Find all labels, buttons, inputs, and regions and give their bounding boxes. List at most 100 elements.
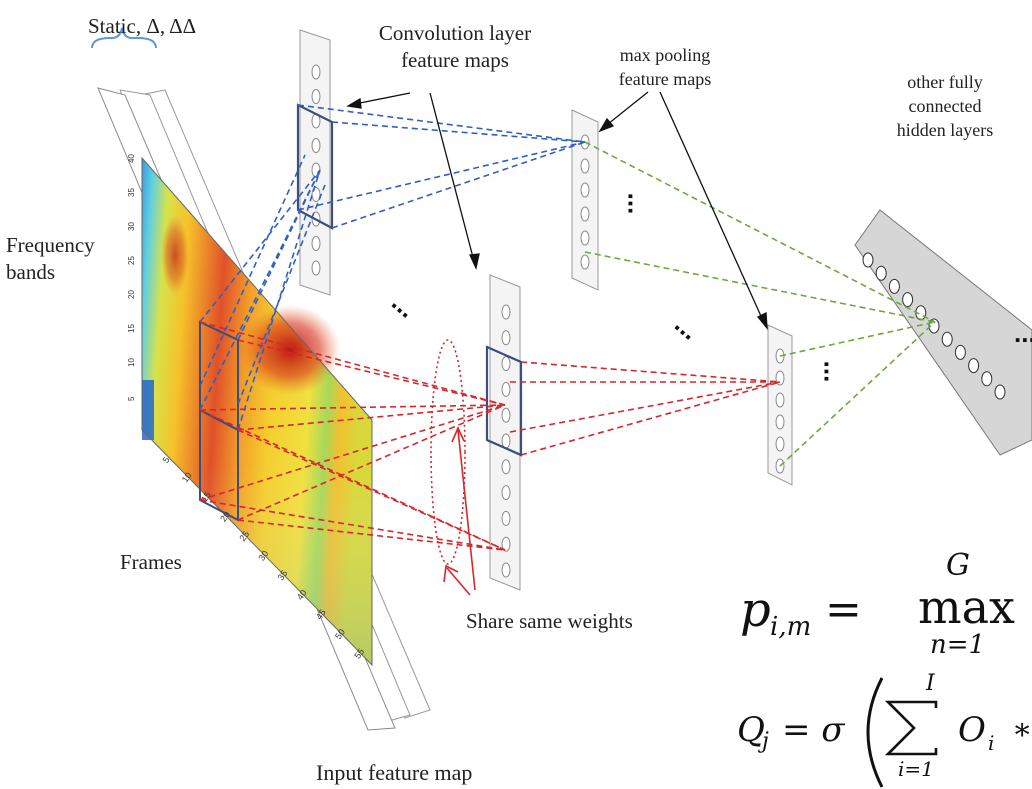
freq-tick-label: 35 [127,188,136,197]
red-connection-line [237,404,506,431]
conv1-node [311,138,321,153]
red-connection-line [520,361,781,383]
pool1-node [580,254,590,270]
fully-connected-label-line1: other fully [907,72,983,92]
fc-node [875,265,887,281]
fc-node [888,278,900,294]
static-delta-label: Static, Δ, ΔΔ [88,14,197,38]
conv1-node [311,236,321,251]
freq-tick-label: 5 [127,396,136,401]
blue-connection-line [331,141,586,229]
pool2-node [775,392,785,408]
spectrogram-blue-strip [142,380,154,440]
sum-symbol [884,700,938,756]
q-tail: ∗ [1012,712,1032,747]
q-sum-bottom: i=1 [898,757,934,781]
p-max: max [918,580,1015,634]
conv2-node [501,356,511,372]
blue-connection-line [297,141,586,211]
frame-tick-label: 55 [352,647,366,661]
red-connection-line [237,404,506,521]
blue-connection-line [237,169,321,341]
pool1-node [580,158,590,174]
frame-tick-label: 45 [314,607,328,621]
conv1-node [311,260,321,276]
input-feature-map: 5 10 15 20 25 30 35 40 45 50 55 40 35 30 25 20 15 10 5 [97,87,431,731]
frame-tick-label: 50 [333,627,347,641]
max-pool-label-line2: feature maps [618,69,712,89]
blue-connections [199,104,586,431]
q-subscript: j [762,729,769,754]
frames-label: Frames [120,550,182,574]
red-connection-line [199,499,506,551]
conv-layer-label: Convolution layer feature maps [355,20,555,74]
conv2-node [501,485,511,501]
blue-connection-line [237,169,321,431]
conv2-node [501,433,511,449]
conv2-node [501,510,511,526]
freq-tick-label: 25 [127,256,136,265]
q-term: O [958,710,986,750]
frame-tick-label: 10 [180,470,194,484]
maxpool-feature-map-1 [571,109,599,291]
spectrogram-hot-region-2 [161,215,189,295]
ellipsis-pool2: ... [818,360,849,383]
p-symbol: p [740,582,771,638]
blue-connection-line [331,121,586,143]
conv2-node [501,536,511,552]
q-term-subscript: i [988,731,995,755]
q-symbol: Q [737,710,765,750]
fully-connected-layer [854,209,1032,456]
pool2-node [775,414,785,430]
share-weights-ellipse [430,339,466,565]
blue-connection-line [297,104,586,143]
green-connection-line [584,141,936,323]
blue-connection-line [199,154,306,387]
p-equals: = [825,584,862,635]
frame-tick-label: 25 [237,529,251,543]
frequency-bands-label-line1: Frequency [6,233,95,257]
conv2-node [501,304,511,320]
freq-tick-label: 40 [127,154,136,163]
ellipsis-pool1: ... [622,192,653,215]
green-connection-line [779,321,936,467]
frame-tick-label: 20 [218,510,232,524]
pool1-node [580,206,590,222]
blue-connection-line [199,169,321,323]
maxpool-feature-map-2 [767,324,793,486]
fc-node [954,344,966,360]
share-weights-label: Share same weights [466,609,633,633]
frame-tick-label: 40 [295,588,309,602]
conv2-node [501,562,511,578]
conv-feature-map-1 [296,29,334,296]
red-connections [199,321,781,551]
red-connection-line [199,321,506,406]
q-sum-top: I [926,671,935,696]
pool2-node [775,436,785,452]
open-paren [866,677,884,788]
conv1-node [311,64,321,80]
frequency-bands-label-line2: bands [6,260,55,284]
fully-connected-label: other fully connected hidden layers [870,70,1020,142]
annotation-arrows [346,91,768,330]
share-weights-arrows [443,426,476,596]
p-lim: n=1 [930,630,986,660]
fc-node [981,371,993,387]
spectrogram-shade [142,158,372,665]
freq-tick-label: 20 [127,290,136,299]
max-pool-label: max pooling feature maps [595,43,735,91]
red-connection-line [520,381,781,456]
red-connection-line [237,519,506,551]
fc-node [968,358,980,374]
red-connection-line [509,381,781,433]
red-connection-line [199,409,506,551]
input-feature-map-label: Input feature map [316,760,473,785]
freq-tick-label: 30 [127,222,136,231]
green-connection-line [779,321,936,357]
spectrogram-hot-region [240,305,340,395]
freq-tick-label: 15 [127,324,136,333]
frame-tick-label: 35 [276,568,290,582]
fc-node [862,252,874,268]
